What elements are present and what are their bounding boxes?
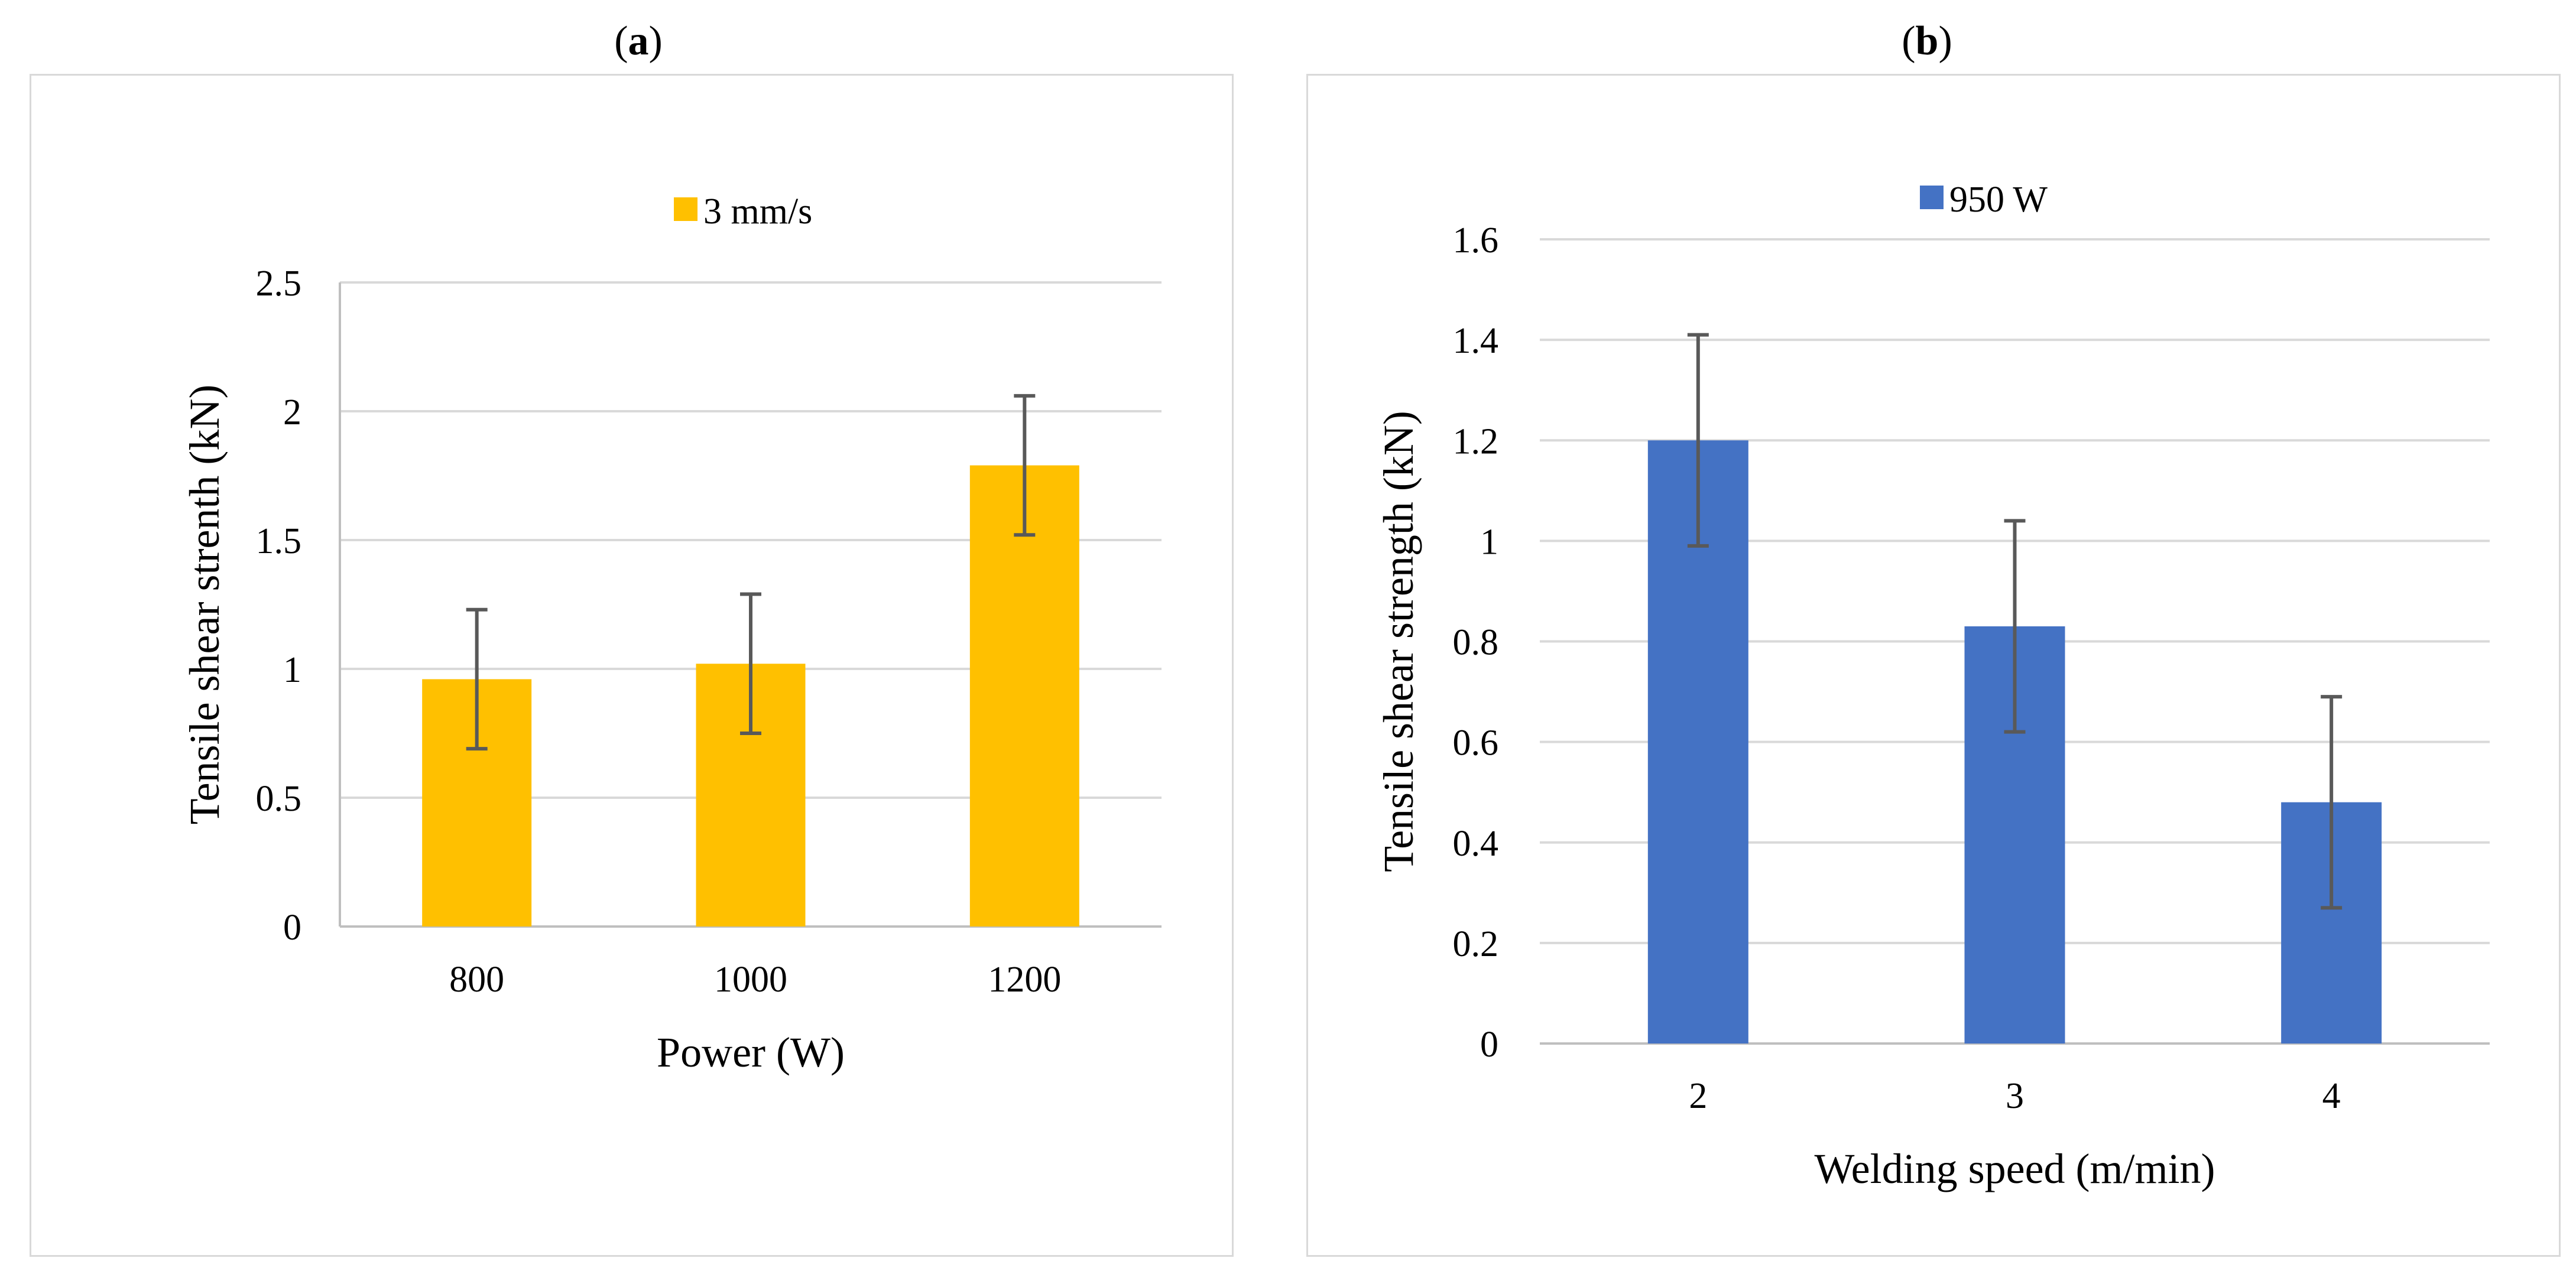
chart-a-ytick-label-1: 0.5 xyxy=(256,779,302,819)
chart-a-ytick-label-3: 1.5 xyxy=(256,521,302,561)
chart-b-xtick-label-1: 3 xyxy=(2006,1076,2024,1116)
panel-label-a-letter: a xyxy=(628,18,649,64)
chart-a-legend-label: 3 mm/s xyxy=(703,191,812,232)
chart-b-ytick-label-8: 1.6 xyxy=(1453,220,1499,261)
chart-b-ytick-label-2: 0.4 xyxy=(1453,824,1499,864)
panel-label-a-close: ) xyxy=(648,18,663,64)
chart-a-xtick-label-0: 800 xyxy=(449,960,504,1000)
chart-a-xtick-label-1: 1000 xyxy=(714,960,787,1000)
chart-b-ytick-label-3: 0.6 xyxy=(1453,723,1499,763)
chart-b-ytick-label-4: 0.8 xyxy=(1453,623,1499,663)
chart-b-legend-label: 950 W xyxy=(1949,180,2048,220)
chart-frame-b xyxy=(1306,74,2561,1257)
chart-a-xtick-label-2: 1200 xyxy=(988,960,1061,1000)
chart-a-ylabel: Tensile shear strenth (kN) xyxy=(181,385,228,825)
chart-b-xtick-label-0: 2 xyxy=(1689,1076,1707,1116)
chart-b-xlabel: Welding speed (m/min) xyxy=(1814,1145,2215,1192)
chart-a-legend-swatch xyxy=(674,197,697,221)
chart-a-ytick-label-2: 1 xyxy=(283,650,301,690)
panel-label-b-open: ( xyxy=(1902,18,1916,64)
panel-label-b-close: ) xyxy=(1938,18,1952,64)
chart-a-ytick-label-4: 2 xyxy=(283,392,301,433)
chart-b-ytick-label-0: 0 xyxy=(1480,1025,1498,1065)
panel-label-b-letter: b xyxy=(1915,18,1939,64)
chart-a-ytick-label-5: 2.5 xyxy=(256,264,302,304)
chart-b-ytick-label-1: 0.2 xyxy=(1453,924,1499,964)
chart-b-ytick-label-5: 1 xyxy=(1480,522,1498,562)
chart-b-ytick-label-7: 1.4 xyxy=(1453,321,1499,361)
chart-b-legend-swatch xyxy=(1920,186,1944,209)
chart-a-xlabel: Power (W) xyxy=(657,1029,845,1076)
chart-b-ylabel: Tensile shear strength (kN) xyxy=(1375,411,1422,872)
panel-label-a-open: ( xyxy=(614,18,628,64)
chart-b-ytick-label-6: 1.2 xyxy=(1453,421,1499,461)
panel-label-b: (b) xyxy=(1868,18,1986,65)
chart-a-bar-2 xyxy=(969,465,1079,927)
chart-b-xtick-label-2: 4 xyxy=(2322,1076,2341,1116)
chart-a-ytick-label-0: 0 xyxy=(283,908,301,948)
panel-label-a: (a) xyxy=(579,18,697,65)
